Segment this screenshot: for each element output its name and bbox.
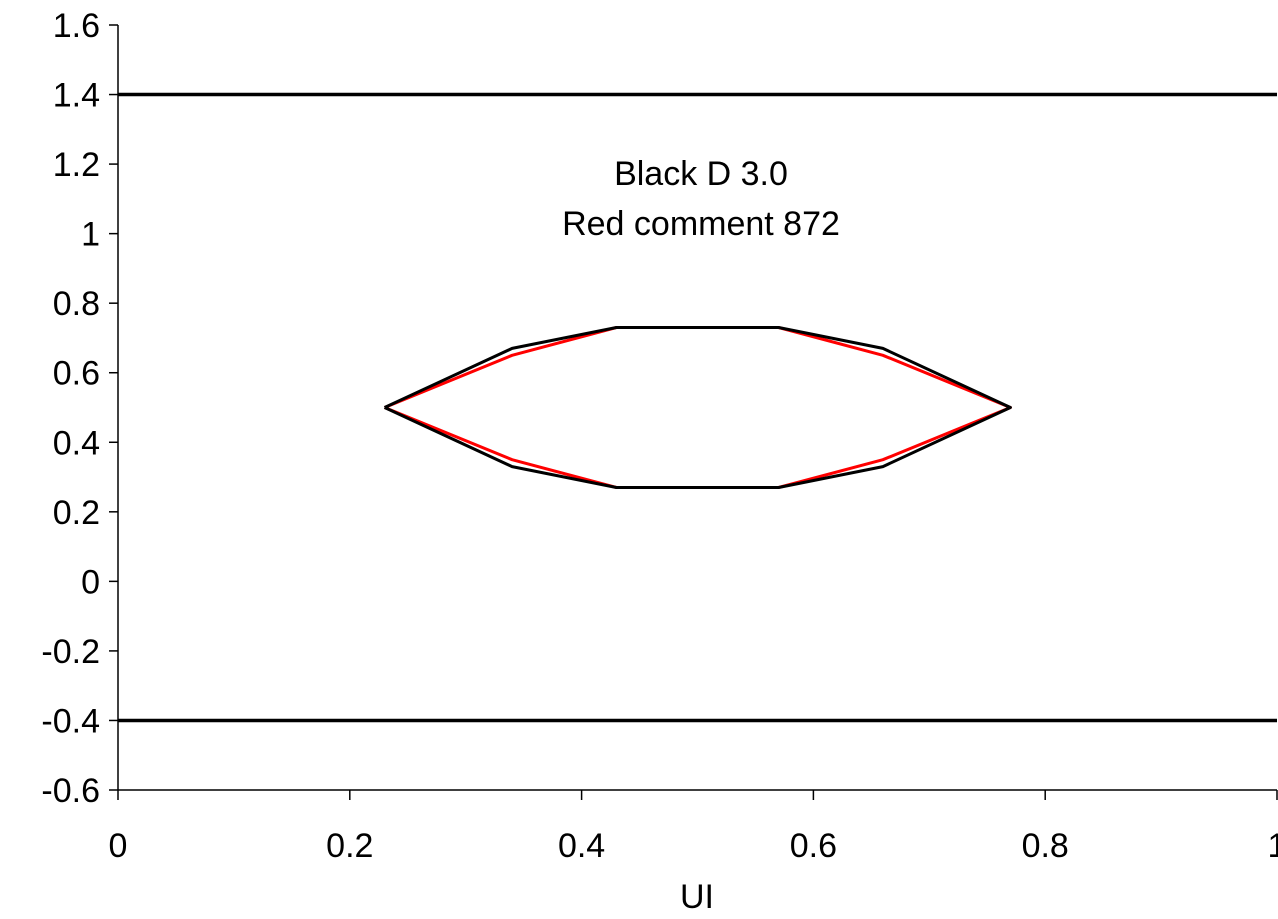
series-group	[118, 92, 1277, 723]
y-tick-labels: 1.6 1.4 1.2 1 0.8 0.6 0.4 0.2 0 -0.2 -0.4 -0.6	[41, 7, 100, 810]
y-tick-label: 0	[81, 563, 100, 601]
y-tick-label: 1.4	[53, 77, 100, 115]
red-series-line	[384, 326, 1012, 489]
x-tick-labels: 0 0.2 0.4 0.6 0.8 1	[109, 827, 1278, 865]
annotation-line-1: Black D 3.0	[614, 155, 788, 193]
x-tick-label: 0.6	[790, 827, 837, 865]
y-tick-label: 0.6	[53, 355, 100, 393]
y-tick-label: -0.4	[41, 702, 100, 740]
y-tick-label: -0.6	[41, 772, 100, 810]
y-tick-label: 0.8	[53, 285, 100, 323]
x-tick-label: 0	[109, 827, 128, 865]
y-tick-label: 1	[81, 216, 100, 254]
annotation-line-2: Red comment 872	[562, 205, 840, 243]
y-tick-label: 1.2	[53, 146, 100, 184]
black-series-line	[383, 326, 1012, 489]
y-tick-label: -0.2	[41, 633, 100, 671]
y-tick-label: 1.6	[53, 7, 100, 45]
axes-group	[109, 24, 1278, 800]
y-tick-label: 0.4	[53, 424, 100, 462]
x-tick-label: 0.4	[558, 827, 605, 865]
y-tick-label: 0.2	[53, 494, 100, 532]
x-axis-title: UI	[680, 878, 714, 916]
x-tick-label: 0.8	[1022, 827, 1069, 865]
x-tick-label: 0.2	[326, 827, 373, 865]
x-tick-label: 1	[1268, 827, 1278, 865]
